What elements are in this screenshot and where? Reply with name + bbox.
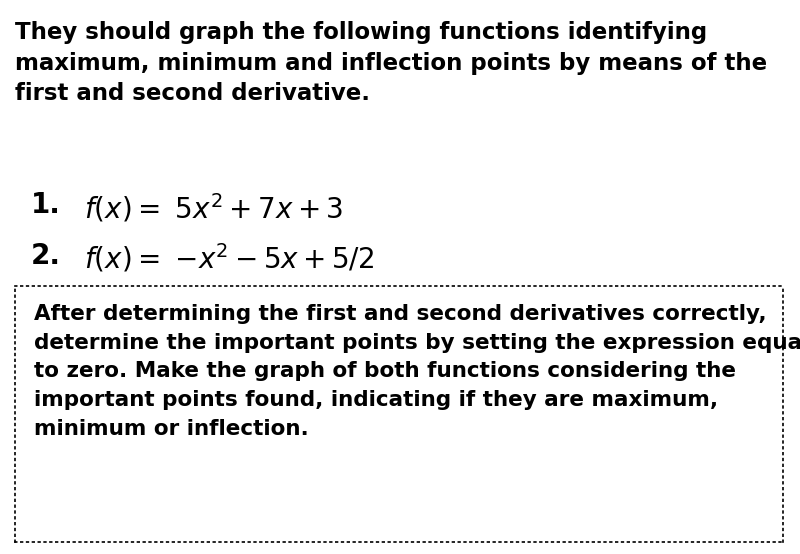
Text: $f(x) =  \ 5x^2 + 7x + 3$: $f(x) = \ 5x^2 + 7x + 3$	[84, 191, 343, 224]
Text: 1.: 1.	[30, 191, 60, 219]
Text: They should graph the following functions identifying
maximum, minimum and infle: They should graph the following function…	[15, 21, 767, 105]
Text: After determining the first and second derivatives correctly,
determine the impo: After determining the first and second d…	[34, 304, 800, 439]
Text: $f(x) =  \ {-x^2} - 5x + 5/2$: $f(x) = \ {-x^2} - 5x + 5/2$	[84, 242, 374, 274]
Text: 2.: 2.	[30, 242, 61, 270]
